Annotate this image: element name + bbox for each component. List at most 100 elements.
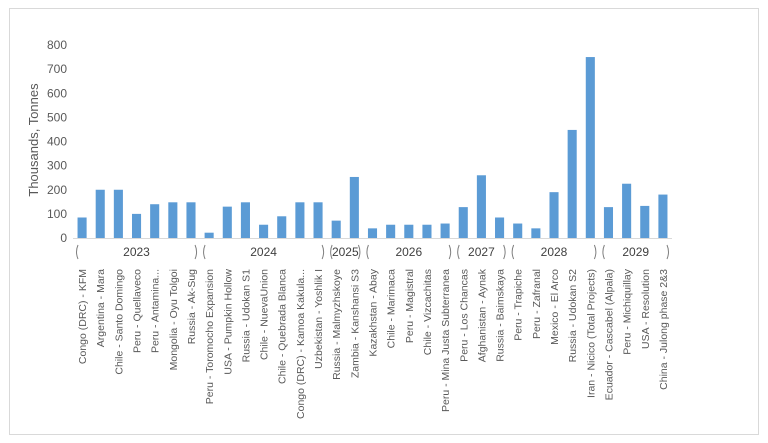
y-tick-label: 400 bbox=[47, 135, 67, 149]
x-tick-label: Zambia - Kanshansi S3 bbox=[349, 269, 361, 378]
bar bbox=[658, 194, 668, 238]
bar bbox=[495, 217, 505, 238]
bar bbox=[113, 189, 123, 238]
bar bbox=[458, 207, 468, 238]
group-bracket-right bbox=[503, 244, 506, 260]
x-tick-label: Peru - Trapiche bbox=[513, 269, 525, 341]
bar bbox=[95, 189, 105, 238]
y-tick-label: 200 bbox=[47, 183, 67, 197]
x-tick-label: Chile - NuevaUnion bbox=[259, 269, 271, 360]
x-tick-label: Chile - Marimaca bbox=[386, 269, 398, 349]
x-tick-label: Mexico - El Arco bbox=[549, 269, 561, 345]
bars bbox=[77, 57, 668, 239]
x-tick-label: Peru - Toromocho Expansion bbox=[204, 269, 216, 404]
bar bbox=[422, 224, 432, 238]
x-tick-label: Argentina - Mara bbox=[95, 269, 107, 347]
x-tick-label: Russia - Ak-Sug bbox=[186, 269, 198, 344]
bar bbox=[622, 183, 632, 238]
y-tick-label: 800 bbox=[47, 38, 67, 52]
y-tick-label: 700 bbox=[47, 62, 67, 76]
x-tick-label: Peru - Mina Justa Subterranea bbox=[440, 269, 452, 412]
group-bracket-right bbox=[321, 244, 325, 260]
bar bbox=[313, 202, 323, 238]
year-group: 2025 bbox=[330, 244, 361, 260]
group-bracket-left bbox=[366, 244, 369, 260]
bar bbox=[567, 129, 577, 238]
x-tick-label: Uzbekistan - Yoshlik I bbox=[313, 269, 325, 369]
bar bbox=[186, 202, 196, 238]
y-tick-label: 300 bbox=[47, 159, 67, 173]
year-group: 2029 bbox=[602, 244, 669, 260]
bar bbox=[349, 176, 359, 238]
x-tick-label: USA - Pumpkin Hollow bbox=[222, 269, 234, 375]
year-group-label: 2023 bbox=[123, 245, 150, 259]
year-group: 2026 bbox=[366, 244, 452, 260]
bar bbox=[404, 224, 414, 238]
y-tick-label: 600 bbox=[47, 86, 67, 100]
y-axis-label: Thousands, Tonnes bbox=[26, 83, 41, 197]
group-bracket-left bbox=[511, 244, 515, 260]
bar bbox=[513, 223, 523, 238]
x-tick-label: Peru - Los Chancas bbox=[458, 269, 470, 362]
bar bbox=[640, 205, 650, 238]
bar bbox=[77, 217, 87, 238]
group-bracket-left bbox=[457, 244, 460, 260]
group-bracket-right bbox=[593, 244, 597, 260]
bar bbox=[259, 224, 269, 238]
group-bracket-left bbox=[203, 244, 206, 260]
bar bbox=[367, 228, 378, 238]
bar bbox=[331, 220, 341, 238]
bar bbox=[549, 192, 559, 238]
x-tick-label: Chile - Quebrada Blanca bbox=[277, 269, 289, 384]
x-tick-label: Peru - Magistral bbox=[404, 269, 416, 343]
x-tick-label: Iran - Nicico (Total Projects) bbox=[585, 269, 597, 398]
y-axis: 0 100 200 300 400 500 600 700 800 bbox=[47, 38, 67, 245]
bar bbox=[168, 202, 178, 238]
y-tick-label: 100 bbox=[47, 207, 67, 221]
group-bracket-left bbox=[330, 244, 333, 260]
chart-frame bbox=[9, 8, 759, 435]
year-group-label: 2026 bbox=[395, 245, 422, 259]
bar bbox=[476, 175, 486, 238]
bar bbox=[277, 216, 287, 238]
year-group-label: 2025 bbox=[332, 245, 359, 259]
group-bracket-left bbox=[602, 244, 605, 260]
bar bbox=[150, 204, 160, 238]
group-bracket-right bbox=[357, 244, 361, 260]
x-tick-label: Russia - Udokan S1 bbox=[240, 269, 252, 363]
year-group-label: 2024 bbox=[250, 245, 277, 259]
year-group-label: 2029 bbox=[622, 245, 649, 259]
group-bracket-right bbox=[448, 244, 452, 260]
bar bbox=[531, 228, 541, 238]
x-tick-label: Kazakhstan - Abay bbox=[368, 268, 380, 356]
x-tick-label: Russia - Malmyzhskoye bbox=[331, 269, 343, 380]
group-bracket-right bbox=[194, 244, 198, 260]
x-tick-label: Russia - Baimskaya bbox=[495, 269, 507, 362]
x-tick-label: Ecuador - Cascabel (Alpala) bbox=[604, 269, 616, 400]
group-bracket-left bbox=[76, 244, 79, 260]
bar bbox=[131, 213, 142, 239]
y-tick-label: 0 bbox=[60, 231, 67, 245]
x-tick-label: Congo (DRC) - KFM bbox=[77, 269, 89, 364]
x-tick-label: Peru - Antamina... bbox=[150, 269, 162, 353]
x-tick-label: Peru - Quellaveco bbox=[132, 269, 144, 353]
y-tick-label: 500 bbox=[47, 110, 67, 124]
bar bbox=[386, 224, 396, 238]
x-tick-label: Chile - Santo Domingo bbox=[113, 269, 125, 375]
x-tick-label: Russia - Udokan S2 bbox=[567, 269, 579, 363]
bar bbox=[295, 202, 305, 238]
x-tick-label: Congo (DRC) - Kamoa Kakula... bbox=[295, 269, 307, 419]
bar bbox=[440, 223, 450, 238]
x-axis: 2023 2024 2025 2026 2027 2028 2029 Congo (DRC) … bbox=[73, 238, 672, 419]
x-tick-label: Chile - Vizcachitas bbox=[422, 269, 434, 355]
x-tick-label: China - Julong phase 2&3 bbox=[658, 269, 670, 390]
bar bbox=[585, 57, 595, 239]
bar bbox=[204, 232, 214, 238]
group-bracket-right bbox=[666, 244, 669, 260]
x-tick-label: Peru - Michiquillay bbox=[622, 268, 634, 355]
bar bbox=[603, 207, 614, 238]
x-tick-label: Mongolia - Oyu Tolgoi bbox=[168, 269, 180, 370]
year-group: 2023 bbox=[76, 244, 198, 260]
x-tick-label: USA - Resolution bbox=[640, 269, 652, 349]
